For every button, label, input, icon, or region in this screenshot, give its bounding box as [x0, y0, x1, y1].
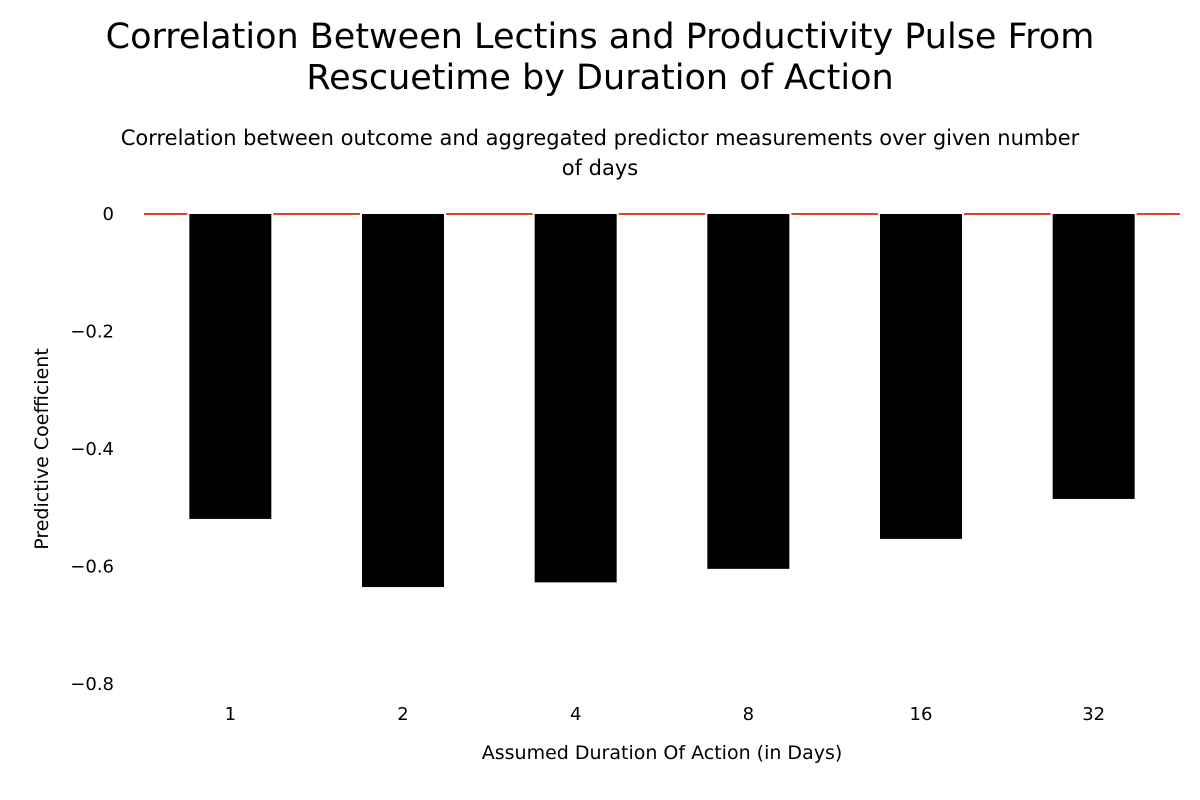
chart-title-line-2: Rescuetime by Duration of Action	[306, 58, 893, 98]
x-tick-label: 4	[570, 704, 581, 725]
y-tick-label: 0	[103, 204, 114, 225]
bar-series	[189, 214, 1135, 588]
y-axis-ticks: 0 −0.2 −0.4 −0.6 −0.8	[70, 204, 114, 695]
bar	[189, 214, 272, 519]
y-tick-label: −0.8	[70, 674, 114, 695]
x-tick-label: 8	[743, 704, 754, 725]
x-tick-label: 1	[225, 704, 236, 725]
x-tick-label: 2	[397, 704, 408, 725]
chart-title-line-1: Correlation Between Lectins and Producti…	[106, 17, 1095, 57]
x-axis-ticks: 1 2 4 8 16 32	[225, 704, 1106, 725]
chart-subtitle-line-1: Correlation between outcome and aggregat…	[121, 126, 1080, 150]
bar	[362, 214, 444, 588]
bar	[1052, 214, 1135, 499]
x-tick-label: 32	[1082, 704, 1105, 725]
bar	[707, 214, 790, 569]
x-axis-title: Assumed Duration Of Action (in Days)	[482, 742, 843, 764]
y-tick-label: −0.6	[70, 557, 114, 578]
x-tick-label: 16	[910, 704, 933, 725]
y-tick-label: −0.4	[70, 439, 114, 460]
bar	[534, 214, 617, 583]
chart-subtitle-line-2: of days	[562, 156, 638, 180]
bar	[880, 214, 962, 539]
y-axis-title: Predictive Coefficient	[31, 348, 53, 550]
y-tick-label: −0.2	[70, 322, 114, 343]
